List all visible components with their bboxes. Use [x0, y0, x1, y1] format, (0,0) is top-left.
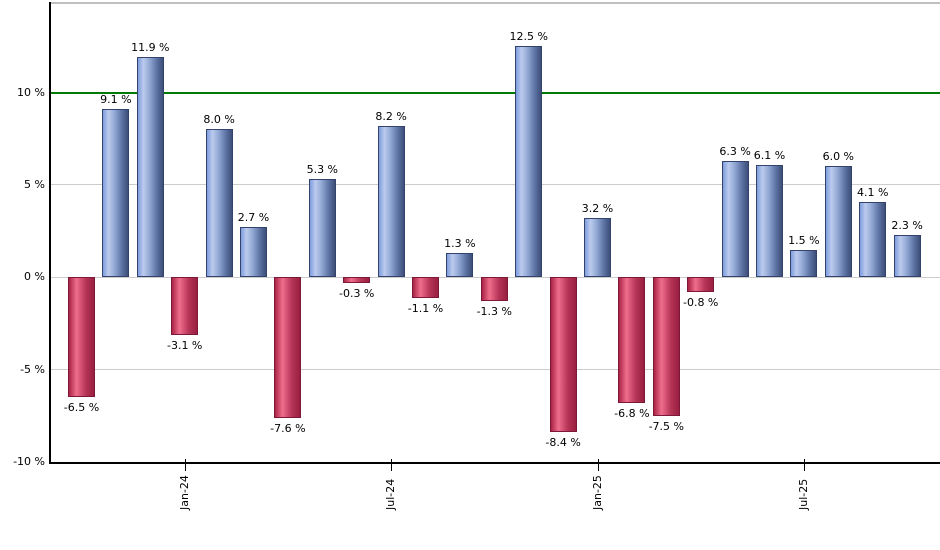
bar-negative [687, 277, 715, 293]
x-axis-tick [597, 459, 599, 471]
plot-top-border [49, 2, 940, 4]
y-axis-tick-label: -10 % [13, 455, 45, 468]
bar-value-label: -7.5 % [648, 419, 685, 433]
bar-positive [102, 109, 130, 278]
y-axis-tick-label: 5 % [24, 177, 45, 191]
bar-positive [240, 227, 267, 278]
bar-positive [446, 253, 474, 278]
bar-negative [549, 277, 577, 433]
x-axis-tick-label: Jan-25 [590, 475, 604, 510]
bar-positive [584, 218, 611, 278]
bar-value-label: 3.2 % [581, 202, 614, 216]
bar-value-label: -1.1 % [407, 301, 444, 315]
bar-value-label: 2.7 % [237, 211, 270, 225]
bar-negative [652, 277, 680, 416]
bar-positive [824, 166, 852, 278]
bar-negative [618, 277, 646, 403]
bar-positive [515, 46, 543, 278]
bar-value-label: -3.1 % [166, 338, 203, 352]
bar-positive [721, 160, 749, 278]
x-axis-tick [391, 459, 393, 471]
y-axis-tick-label: 0 % [24, 270, 45, 284]
x-axis-tick-label: Jul-24 [384, 478, 398, 510]
gridline [50, 369, 940, 371]
x-axis-tick [184, 459, 186, 471]
bar-value-label: -7.6 % [270, 421, 306, 435]
bar-value-label: 2.3 % [891, 218, 923, 232]
bar-value-label: 12.5 % [509, 30, 548, 44]
bar-positive [308, 179, 336, 278]
gridline [50, 184, 940, 186]
bar-value-label: -0.3 % [338, 286, 375, 300]
bar-value-label: 9.1 % [100, 93, 132, 107]
bar-negative [343, 277, 371, 283]
bar-value-label: 6.0 % [822, 150, 855, 164]
bar-positive [859, 201, 887, 278]
bar-value-label: 8.0 % [203, 113, 235, 127]
bar-negative [412, 277, 439, 298]
bar-value-label: -1.3 % [476, 305, 513, 319]
bar-positive [893, 234, 921, 278]
bar-value-label: 5.3 % [306, 163, 339, 177]
bar-value-label: 1.3 % [444, 237, 476, 251]
bar-negative [480, 277, 508, 302]
bar-positive [756, 164, 783, 278]
bar-positive [205, 129, 233, 278]
bar-negative [274, 277, 302, 418]
bar-value-label: 8.2 % [375, 109, 407, 123]
bar-positive [377, 125, 405, 278]
bar-value-label: -6.8 % [614, 406, 650, 420]
y-axis-tick-label: -5 % [20, 362, 45, 376]
x-axis-tick-label: Jul-25 [796, 478, 810, 510]
bar-value-label: -6.5 % [63, 401, 100, 415]
bar-value-label: -8.4 % [545, 436, 581, 450]
x-axis-tick-label: Jan-24 [177, 475, 191, 510]
y-axis-line [49, 2, 51, 464]
bar-value-label: -0.8 % [682, 296, 719, 310]
y-axis-tick-label: 10 % [17, 85, 45, 99]
bar-value-label: 1.5 % [788, 233, 820, 247]
bar-value-label: 6.1 % [753, 148, 786, 162]
bar-positive [790, 249, 818, 278]
threshold-line [50, 91, 940, 94]
bar-value-label: 4.1 % [856, 185, 889, 199]
bar-value-label: 11.9 % [131, 41, 170, 55]
x-axis-tick [803, 459, 805, 471]
x-axis-line [49, 462, 940, 464]
bar-negative [68, 277, 95, 398]
bar-negative [171, 277, 199, 335]
bar-positive [136, 57, 164, 278]
bar-value-label: 6.3 % [719, 144, 751, 158]
